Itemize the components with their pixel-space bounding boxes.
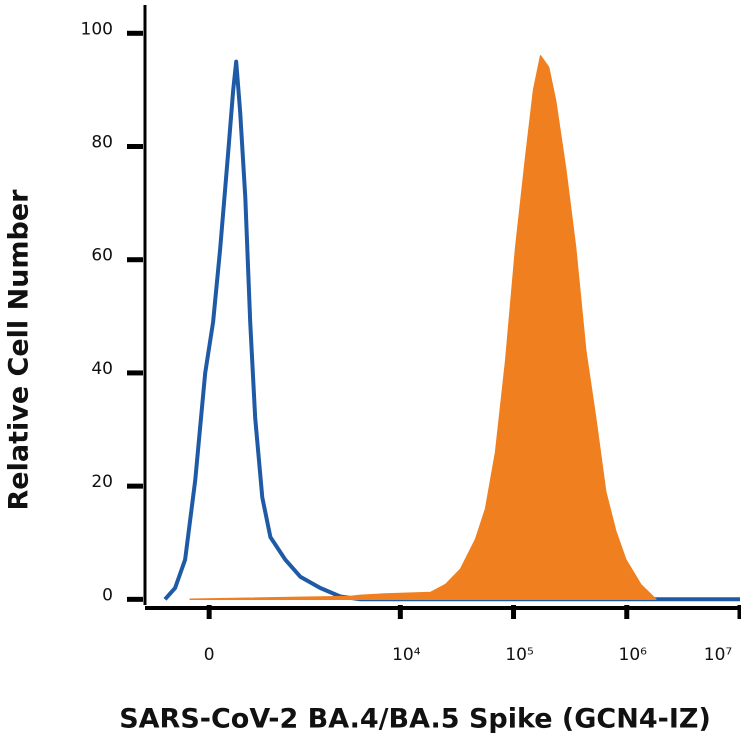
y-tick-label: 60	[91, 246, 113, 266]
x-tick-label: 10⁶	[619, 645, 648, 665]
y-tick-label: 40	[91, 359, 113, 379]
x-axis-title: SARS-CoV-2 BA.4/BA.5 Spike (GCN4-IZ)	[119, 704, 711, 735]
y-tick-label: 100	[81, 19, 113, 39]
y-tick-label: 80	[91, 133, 113, 153]
y-tick-label: 20	[91, 472, 113, 492]
x-tick-label: 10⁴	[392, 645, 421, 665]
histogram-area	[189, 55, 657, 601]
histogram-line	[163, 59, 740, 602]
x-tick-label: 10⁷	[704, 645, 733, 665]
y-axis-title: Relative Cell Number	[4, 189, 35, 511]
y-tick-label: 0	[102, 585, 113, 605]
x-tick-label: 10⁵	[505, 645, 533, 665]
x-tick-label: 0	[204, 645, 215, 665]
